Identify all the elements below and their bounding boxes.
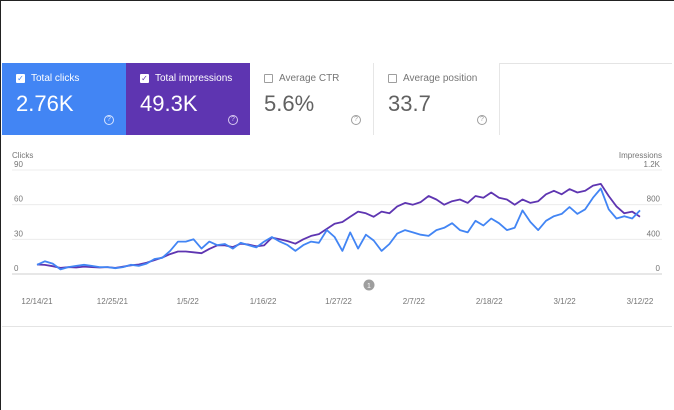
help-icon[interactable]: ?: [351, 115, 361, 125]
annotation-circle[interactable]: [363, 279, 375, 291]
x-tick-label: 3/1/22: [554, 297, 577, 306]
metric-card-average-position[interactable]: Average position 33.7 ?: [374, 63, 500, 135]
frame-top-border: [0, 0, 674, 1]
checkbox-unchecked-icon[interactable]: [264, 74, 273, 83]
metric-card-average-ctr[interactable]: Average CTR 5.6% ?: [250, 63, 374, 135]
metric-value: 5.6%: [264, 91, 315, 116]
metric-header: ✓ Total impressions: [140, 73, 232, 84]
metric-label: Total clicks: [31, 73, 80, 84]
x-tick-label: 1/27/22: [325, 297, 352, 306]
metric-header: Average CTR: [264, 73, 339, 84]
x-tick-label: 12/14/21: [21, 297, 53, 306]
clicks-series-line: [36, 187, 641, 271]
metric-value: 2.76K: [16, 91, 74, 116]
y-right-axis-label: Impressions: [619, 151, 662, 160]
y-left-ticks: 0 30 60 90: [14, 160, 23, 273]
metric-card-total-clicks[interactable]: ✓ Total clicks 2.76K ?: [2, 63, 126, 135]
chart-series: [36, 183, 641, 271]
annotation-marker[interactable]: 1: [363, 279, 375, 291]
help-icon[interactable]: ?: [104, 115, 114, 125]
metric-label: Average position: [403, 73, 478, 84]
checkbox-unchecked-icon[interactable]: [388, 74, 397, 83]
x-tick-label: 1/5/22: [177, 297, 200, 306]
metric-card-total-impressions[interactable]: ✓ Total impressions 49.3K ?: [126, 63, 250, 135]
metric-value: 33.7: [388, 91, 431, 116]
x-tick-label: 2/18/22: [476, 297, 503, 306]
checkbox-checked-icon[interactable]: ✓: [16, 73, 25, 83]
metric-header: ✓ Total clicks: [16, 73, 79, 84]
metric-value: 49.3K: [140, 91, 198, 116]
y-left-tick-label: 0: [14, 264, 19, 273]
frame-left-border: [0, 0, 1, 410]
annotation-number: 1: [367, 283, 371, 290]
y-left-tick-label: 60: [14, 195, 23, 204]
x-tick-label: 1/16/22: [250, 297, 277, 306]
y-left-axis-label: Clicks: [12, 151, 33, 160]
x-tick-label: 3/12/22: [627, 297, 654, 306]
checkbox-checked-icon[interactable]: ✓: [140, 73, 149, 83]
y-right-tick-label: 0: [656, 264, 661, 273]
x-tick-label: 2/7/22: [403, 297, 426, 306]
y-right-ticks: 0 400 800 1.2K: [644, 160, 661, 273]
chart-gridlines: [12, 169, 662, 275]
x-tick-label: 12/25/21: [97, 297, 129, 306]
y-right-tick-label: 400: [647, 229, 661, 238]
help-icon[interactable]: ?: [477, 115, 487, 125]
y-right-tick-label: 1.2K: [644, 160, 661, 169]
y-right-tick-label: 800: [647, 195, 661, 204]
metric-label: Total impressions: [155, 73, 233, 84]
help-icon[interactable]: ?: [228, 115, 238, 125]
y-left-tick-label: 90: [14, 160, 23, 169]
metric-label: Average CTR: [279, 73, 340, 84]
y-left-tick-label: 30: [14, 229, 23, 238]
metric-header: Average position: [388, 73, 477, 84]
performance-chart[interactable]: Clicks Impressions 0 30 60 90 0 400 800 1.2K 1…: [0, 140, 674, 320]
impressions-series-line: [36, 183, 641, 269]
x-axis-ticks: 12/14/21 12/25/21 1/5/22 1/16/22 1/27/22 2/7/…: [21, 297, 653, 306]
metric-cards: ✓ Total clicks 2.76K ? ✓ Total impressio…: [2, 63, 500, 135]
